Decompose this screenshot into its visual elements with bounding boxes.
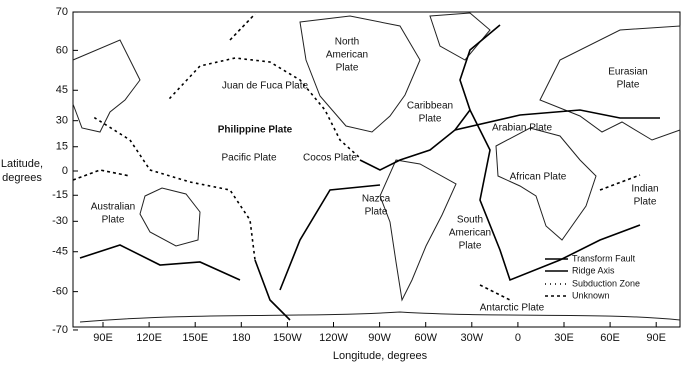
plate-label: Eurasian [608, 67, 647, 78]
north-america [299, 15, 421, 133]
x-tick-label: 60E [600, 332, 620, 344]
plate-label: Plate [634, 197, 657, 208]
x-tick-label: 90W [368, 332, 391, 344]
ridge-axis [469, 109, 641, 282]
y-tick-label: -60 [52, 286, 68, 298]
map-frame [72, 11, 681, 328]
plate-label: Juan de Fuca Plate [222, 81, 309, 92]
plate-label: Plate [365, 207, 388, 218]
ridge-axis [79, 244, 241, 281]
x-tick-label: 150W [273, 332, 302, 344]
legend-label: Unknown [572, 290, 610, 300]
plate-label: Pacific Plate [221, 153, 276, 164]
legend-label: Transform Fault [572, 253, 636, 263]
x-axis-label: Longitude, degrees [333, 350, 428, 362]
x-tick-label: 150E [182, 332, 208, 344]
plate-label: Plate [419, 114, 442, 125]
coastlines [72, 12, 681, 323]
plate-label: American [449, 228, 491, 239]
y-tick-label: -70 [52, 324, 68, 336]
plate-label: Cocos Plate [303, 153, 357, 164]
transform-fault [454, 109, 660, 131]
south-america [379, 159, 457, 302]
eurasia [539, 25, 681, 141]
plate-label: Indian [631, 184, 658, 195]
y-axis-label: degrees [2, 172, 42, 184]
y-tick-label: -45 [52, 246, 68, 258]
plate-label: Plate [459, 241, 482, 252]
legend: Transform Fault Ridge Axis Subduction Zo… [545, 253, 640, 300]
y-axis-label: Latitude, [1, 158, 43, 170]
y-tick-label: 30 [56, 115, 68, 127]
x-tick-label: 90E [93, 332, 113, 344]
plate-label: Plate [336, 63, 359, 74]
y-tick-label: -15 [52, 189, 68, 201]
x-tick-label: 120W [319, 332, 348, 344]
greenland [429, 12, 491, 61]
plate-label: Nazca [362, 194, 391, 205]
x-tick-label: 30W [460, 332, 483, 344]
y-tick-label: 70 [56, 6, 68, 18]
y-tick-label: 45 [56, 84, 68, 96]
x-tick-label: 60W [414, 332, 437, 344]
x-tick-label: 90E [646, 332, 666, 344]
legend-label: Subduction Zone [572, 278, 640, 288]
y-tick-label: 15 [56, 141, 68, 153]
x-tick-label: 30E [554, 332, 574, 344]
plate-label: Australian [91, 202, 135, 213]
legend-label: Ridge Axis [572, 265, 615, 275]
y-tick-label: 60 [56, 44, 68, 56]
plate-label: American [326, 50, 368, 61]
x-tick-label: 180 [232, 332, 250, 344]
plate-label: Antarctic Plate [480, 303, 545, 314]
plate-label: Arabian Plate [492, 123, 552, 134]
plate-label: South [457, 215, 483, 226]
plate-label: Plate [617, 80, 640, 91]
ridge-axis [254, 184, 381, 321]
plate-label: Philippine Plate [218, 125, 293, 136]
y-tick-label: -30 [52, 215, 68, 227]
plate-boundaries [72, 13, 660, 321]
y-tick-label: 0 [62, 165, 68, 177]
plate-label: African Plate [510, 172, 567, 183]
ridge-axis [359, 24, 501, 171]
plate-label: Plate [102, 215, 125, 226]
subduction-zone [168, 57, 362, 160]
asia-coast [72, 39, 141, 133]
antarctica [79, 311, 681, 323]
plate-label: Caribbean [407, 101, 453, 112]
plate-label: North [335, 37, 359, 48]
subduction-zone [93, 116, 256, 261]
x-tick-label: 120E [136, 332, 162, 344]
australia [139, 187, 201, 247]
x-tick-label: 0 [515, 332, 521, 344]
africa [495, 127, 597, 241]
